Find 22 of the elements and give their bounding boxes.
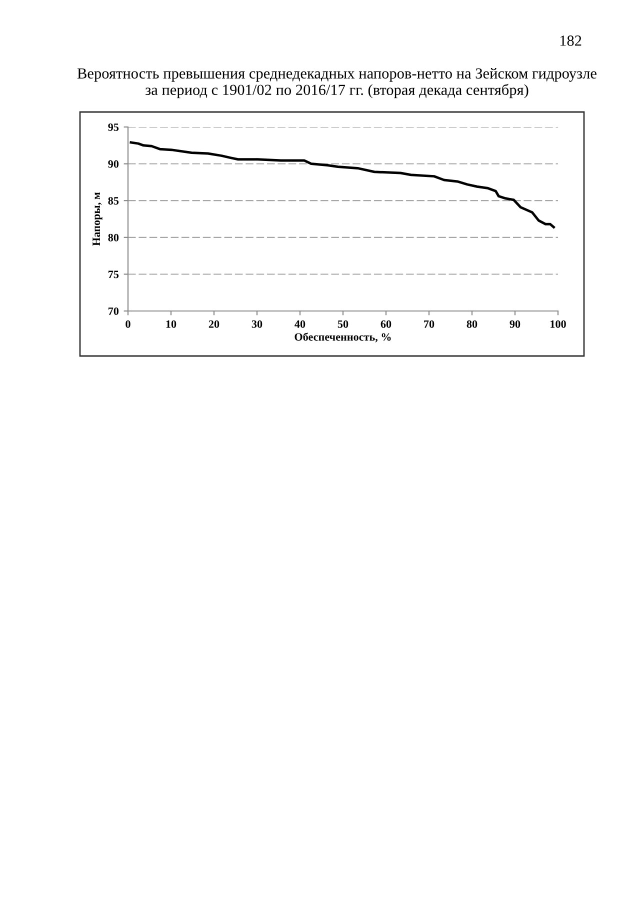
x-tick-label: 60	[380, 320, 392, 328]
y-tick-label: 70	[108, 307, 119, 315]
y-axis-title: Напоры, м	[92, 192, 102, 246]
y-tick-label: 85	[108, 197, 119, 205]
x-tick-label: 100	[550, 320, 566, 328]
x-tick-label: 90	[510, 320, 520, 328]
x-tick-label: 50	[338, 320, 348, 328]
x-tick-label: 10	[166, 320, 176, 328]
y-tick-label: 75	[108, 270, 119, 278]
text: 182	[560, 36, 582, 46]
x-tick-label: 40	[294, 320, 306, 328]
chart-title: Вероятность превышения среднедекадных напоров-нетто на Зейском гидроузле за период с 1901/02 по 2016/17 гг. (вторая декада сентября)	[77, 68, 596, 98]
x-axis-title: Обеспеченность, %	[294, 332, 391, 342]
x-tick-label: 20	[208, 320, 220, 328]
x-tick-label: 0	[126, 320, 130, 328]
x-tick-label: 80	[466, 320, 478, 328]
x-tick-label: 30	[252, 320, 262, 328]
y-tick-label: 95	[108, 123, 119, 131]
y-tick-label: 90	[108, 160, 119, 168]
y-tick-label: 80	[108, 234, 119, 242]
x-tick-label: 70	[424, 320, 434, 328]
line-series	[130, 141, 555, 228]
